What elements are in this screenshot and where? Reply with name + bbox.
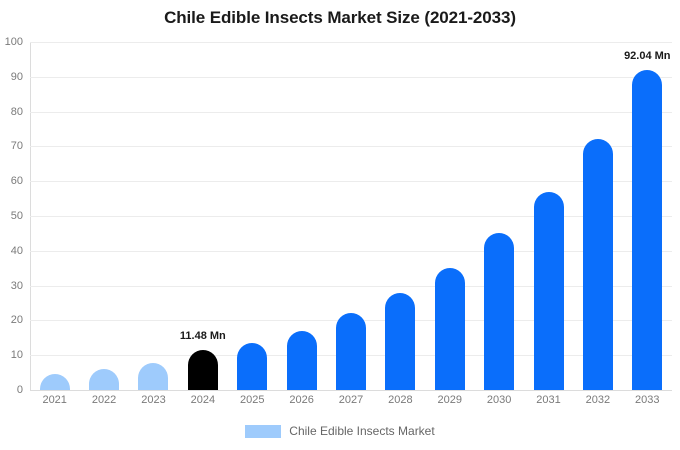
bar-slot: 11.48 Mn: [178, 42, 227, 390]
x-tick-label-2021: 2021: [42, 394, 67, 406]
gridline-100: 100: [5, 36, 672, 48]
y-tick-label-20: 20: [10, 314, 23, 327]
bar-slot: [79, 42, 128, 390]
x-tick-label-2027: 2027: [338, 394, 364, 406]
bar-2031[interactable]: [533, 191, 564, 390]
gridline-60: 60: [11, 175, 672, 187]
x-tick-label-2025: 2025: [239, 394, 265, 406]
gridline-50: 50: [11, 210, 672, 222]
bar-2028[interactable]: [385, 292, 416, 390]
legend-swatch[interactable]: [245, 424, 282, 438]
x-tick-label-2033: 2033: [635, 394, 660, 406]
x-axis: 2021 2022 2023 2024 2025 2026 2027 2028 2029 2030…: [30, 392, 672, 414]
bar-slot: [326, 42, 375, 390]
gridline-40: 40: [11, 245, 672, 257]
bar-2033[interactable]: [632, 69, 663, 390]
bar-slot: [30, 42, 79, 390]
bar-slot: [524, 42, 573, 390]
y-tick-label-0: 0: [16, 384, 23, 396]
bar-2029[interactable]: [434, 268, 465, 390]
x-tick-label-2030: 2030: [486, 394, 512, 406]
y-tick-label-30: 30: [10, 279, 23, 292]
gridline-0: 0: [17, 384, 672, 396]
bar-slot: 92.04 Mn: [623, 42, 672, 390]
bar-slot: [425, 42, 474, 390]
bar-2026[interactable]: [286, 330, 317, 390]
x-tick-label-2029: 2029: [437, 394, 463, 406]
bar-2030[interactable]: [484, 233, 515, 390]
y-tick-label-90: 90: [10, 70, 23, 83]
chart-title: Chile Edible Insects Market Size (2021-2…: [164, 8, 516, 27]
bar-2024[interactable]: [187, 350, 218, 390]
bar-slot: [277, 42, 326, 390]
bar-slot: [129, 42, 178, 390]
x-tick-label-2032: 2032: [585, 394, 611, 406]
bar-2032[interactable]: [582, 139, 613, 390]
bar-value-label-2033: 92.04 Mn: [624, 49, 671, 62]
bar-2022[interactable]: [89, 369, 120, 390]
bar-2021[interactable]: [39, 374, 70, 390]
gridline-90: 90: [11, 71, 672, 83]
legend-label[interactable]: Chile Edible Insects Market: [289, 424, 435, 438]
x-tick-label-2024: 2024: [190, 394, 216, 406]
chart-legend: Chile Edible Insects Market: [0, 424, 680, 438]
bar-slot: [228, 42, 277, 390]
bar-2025[interactable]: [237, 343, 268, 390]
x-tick-label-2028: 2028: [388, 394, 413, 406]
bar-2027[interactable]: [335, 313, 366, 390]
bar-value-label-2024: 11.48 Mn: [179, 330, 226, 343]
x-tick-label-2023: 2023: [141, 394, 166, 406]
bars-layer: 11.48 Mn 92.04 Mn: [30, 42, 672, 390]
y-tick-label-60: 60: [10, 175, 23, 188]
x-tick-label-2022: 2022: [91, 394, 117, 406]
bar-slot: [376, 42, 425, 390]
gridline-80: 80: [11, 106, 672, 118]
gridline-70: 70: [11, 140, 672, 152]
bar-slot: [573, 42, 622, 390]
x-tick-label-2026: 2026: [289, 394, 314, 406]
x-tick-label-2031: 2031: [536, 394, 561, 406]
y-tick-label-80: 80: [10, 105, 23, 118]
gridline-30: 30: [11, 280, 672, 292]
y-tick-label-40: 40: [10, 244, 23, 257]
plot-area: 0 10 20 30 40 50 60 70 80 90 100 11.48 Mn 92.04 Mn: [5, 36, 672, 396]
bar-2023[interactable]: [138, 362, 169, 390]
y-tick-label-10: 10: [10, 349, 23, 362]
y-tick-label-100: 100: [4, 36, 23, 48]
y-tick-label-50: 50: [10, 210, 23, 222]
bar-slot: [474, 42, 523, 390]
y-tick-label-70: 70: [10, 140, 23, 153]
